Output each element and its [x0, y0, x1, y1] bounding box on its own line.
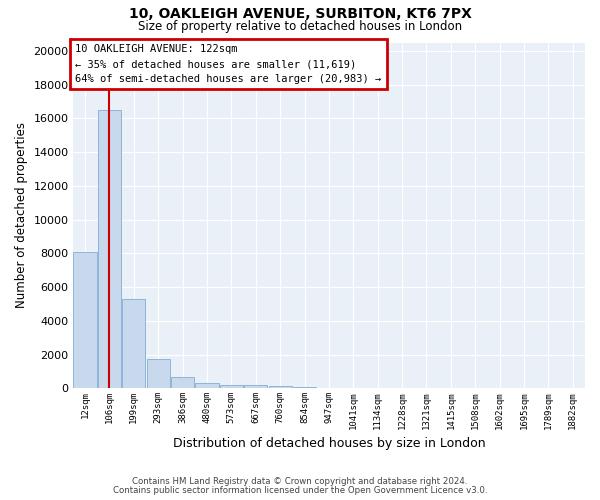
Text: Contains HM Land Registry data © Crown copyright and database right 2024.: Contains HM Land Registry data © Crown c… [132, 477, 468, 486]
Bar [73, 252, 97, 388]
Y-axis label: Number of detached properties: Number of detached properties [15, 122, 28, 308]
Bar [196, 383, 218, 388]
Bar [293, 386, 316, 388]
Bar [171, 378, 194, 388]
Bar [146, 358, 170, 388]
Bar [244, 386, 268, 388]
Bar [269, 386, 292, 388]
Bar [220, 385, 243, 388]
Text: Size of property relative to detached houses in London: Size of property relative to detached ho… [138, 20, 462, 33]
Text: 10 OAKLEIGH AVENUE: 122sqm
← 35% of detached houses are smaller (11,619)
64% of : 10 OAKLEIGH AVENUE: 122sqm ← 35% of deta… [76, 44, 382, 84]
Text: Contains public sector information licensed under the Open Government Licence v3: Contains public sector information licen… [113, 486, 487, 495]
Bar [98, 110, 121, 388]
Bar [122, 299, 145, 388]
X-axis label: Distribution of detached houses by size in London: Distribution of detached houses by size … [173, 437, 485, 450]
Text: 10, OAKLEIGH AVENUE, SURBITON, KT6 7PX: 10, OAKLEIGH AVENUE, SURBITON, KT6 7PX [128, 8, 472, 22]
